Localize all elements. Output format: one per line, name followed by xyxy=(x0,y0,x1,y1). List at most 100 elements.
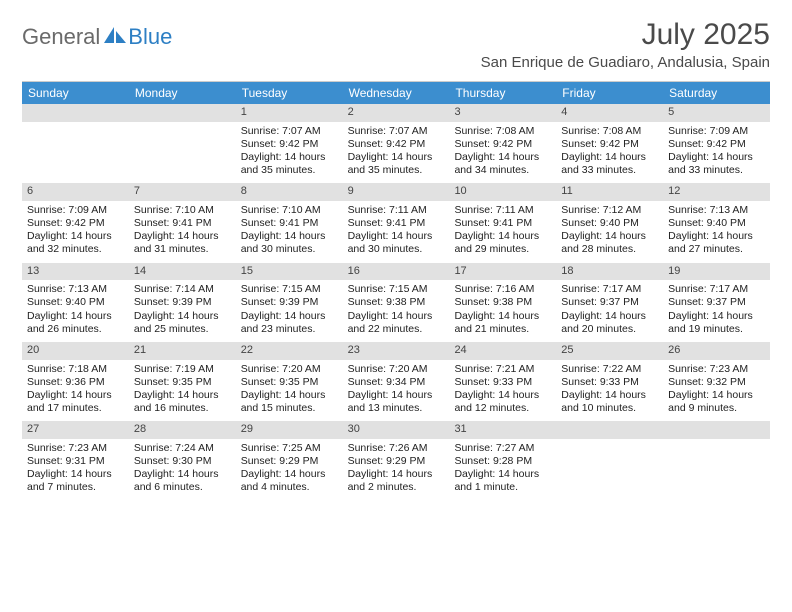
day-number xyxy=(129,104,236,122)
sunrise-text: Sunrise: 7:22 AM xyxy=(561,363,658,376)
sunrise-text: Sunrise: 7:23 AM xyxy=(27,442,124,455)
sunrise-text: Sunrise: 7:13 AM xyxy=(27,283,124,296)
sunrise-text: Sunrise: 7:23 AM xyxy=(668,363,765,376)
sunrise-text: Sunrise: 7:24 AM xyxy=(134,442,231,455)
day-number: 23 xyxy=(343,342,450,360)
daylight-text: Daylight: 14 hours and 16 minutes. xyxy=(134,389,231,415)
cell-body: Sunrise: 7:11 AMSunset: 9:41 PMDaylight:… xyxy=(343,201,450,263)
day-number: 11 xyxy=(556,183,663,201)
daylight-text: Daylight: 14 hours and 21 minutes. xyxy=(454,310,551,336)
day-number: 3 xyxy=(449,104,556,122)
calendar-cell: 15Sunrise: 7:15 AMSunset: 9:39 PMDayligh… xyxy=(236,263,343,342)
day-header-sun: Sunday xyxy=(22,82,129,104)
daylight-text: Daylight: 14 hours and 23 minutes. xyxy=(241,310,338,336)
daylight-text: Daylight: 14 hours and 19 minutes. xyxy=(668,310,765,336)
sunset-text: Sunset: 9:41 PM xyxy=(348,217,445,230)
cell-body: Sunrise: 7:23 AMSunset: 9:32 PMDaylight:… xyxy=(663,360,770,422)
day-number: 28 xyxy=(129,421,236,439)
sunset-text: Sunset: 9:42 PM xyxy=(561,138,658,151)
cell-body xyxy=(663,439,770,497)
sunrise-text: Sunrise: 7:10 AM xyxy=(241,204,338,217)
cell-body: Sunrise: 7:20 AMSunset: 9:34 PMDaylight:… xyxy=(343,360,450,422)
week-row: 20Sunrise: 7:18 AMSunset: 9:36 PMDayligh… xyxy=(22,342,770,421)
cell-body: Sunrise: 7:20 AMSunset: 9:35 PMDaylight:… xyxy=(236,360,343,422)
sunset-text: Sunset: 9:35 PM xyxy=(134,376,231,389)
cell-body: Sunrise: 7:18 AMSunset: 9:36 PMDaylight:… xyxy=(22,360,129,422)
daylight-text: Daylight: 14 hours and 35 minutes. xyxy=(241,151,338,177)
sunset-text: Sunset: 9:40 PM xyxy=(668,217,765,230)
cell-body: Sunrise: 7:14 AMSunset: 9:39 PMDaylight:… xyxy=(129,280,236,342)
cell-body: Sunrise: 7:10 AMSunset: 9:41 PMDaylight:… xyxy=(129,201,236,263)
calendar-cell: 28Sunrise: 7:24 AMSunset: 9:30 PMDayligh… xyxy=(129,421,236,500)
calendar-cell: 5Sunrise: 7:09 AMSunset: 9:42 PMDaylight… xyxy=(663,104,770,183)
sunrise-text: Sunrise: 7:08 AM xyxy=(561,125,658,138)
cell-body: Sunrise: 7:09 AMSunset: 9:42 PMDaylight:… xyxy=(663,122,770,184)
day-number: 25 xyxy=(556,342,663,360)
sunset-text: Sunset: 9:38 PM xyxy=(348,296,445,309)
day-number: 20 xyxy=(22,342,129,360)
calendar-cell: 20Sunrise: 7:18 AMSunset: 9:36 PMDayligh… xyxy=(22,342,129,421)
day-number: 26 xyxy=(663,342,770,360)
logo-sail-icon xyxy=(104,27,126,43)
sunset-text: Sunset: 9:37 PM xyxy=(668,296,765,309)
sunrise-text: Sunrise: 7:11 AM xyxy=(348,204,445,217)
sunset-text: Sunset: 9:35 PM xyxy=(241,376,338,389)
calendar-cell: 21Sunrise: 7:19 AMSunset: 9:35 PMDayligh… xyxy=(129,342,236,421)
sunset-text: Sunset: 9:41 PM xyxy=(134,217,231,230)
cell-body: Sunrise: 7:24 AMSunset: 9:30 PMDaylight:… xyxy=(129,439,236,501)
calendar-cell: 2Sunrise: 7:07 AMSunset: 9:42 PMDaylight… xyxy=(343,104,450,183)
daylight-text: Daylight: 14 hours and 30 minutes. xyxy=(241,230,338,256)
sunset-text: Sunset: 9:34 PM xyxy=(348,376,445,389)
sunrise-text: Sunrise: 7:27 AM xyxy=(454,442,551,455)
logo-text-blue: Blue xyxy=(128,24,172,50)
day-number xyxy=(22,104,129,122)
sunrise-text: Sunrise: 7:16 AM xyxy=(454,283,551,296)
day-number: 9 xyxy=(343,183,450,201)
daylight-text: Daylight: 14 hours and 17 minutes. xyxy=(27,389,124,415)
cell-body: Sunrise: 7:08 AMSunset: 9:42 PMDaylight:… xyxy=(556,122,663,184)
sunset-text: Sunset: 9:39 PM xyxy=(241,296,338,309)
calendar-cell: 24Sunrise: 7:21 AMSunset: 9:33 PMDayligh… xyxy=(449,342,556,421)
sunset-text: Sunset: 9:40 PM xyxy=(561,217,658,230)
calendar-cell: 9Sunrise: 7:11 AMSunset: 9:41 PMDaylight… xyxy=(343,183,450,262)
calendar-cell: 3Sunrise: 7:08 AMSunset: 9:42 PMDaylight… xyxy=(449,104,556,183)
daylight-text: Daylight: 14 hours and 20 minutes. xyxy=(561,310,658,336)
cell-body: Sunrise: 7:11 AMSunset: 9:41 PMDaylight:… xyxy=(449,201,556,263)
month-title: July 2025 xyxy=(481,18,770,52)
daylight-text: Daylight: 14 hours and 15 minutes. xyxy=(241,389,338,415)
location-text: San Enrique de Guadiaro, Andalusia, Spai… xyxy=(481,54,770,71)
day-number: 8 xyxy=(236,183,343,201)
daylight-text: Daylight: 14 hours and 7 minutes. xyxy=(27,468,124,494)
daylight-text: Daylight: 14 hours and 28 minutes. xyxy=(561,230,658,256)
calendar-cell: 27Sunrise: 7:23 AMSunset: 9:31 PMDayligh… xyxy=(22,421,129,500)
calendar-cell: 14Sunrise: 7:14 AMSunset: 9:39 PMDayligh… xyxy=(129,263,236,342)
day-number: 18 xyxy=(556,263,663,281)
calendar-cell: 19Sunrise: 7:17 AMSunset: 9:37 PMDayligh… xyxy=(663,263,770,342)
daylight-text: Daylight: 14 hours and 26 minutes. xyxy=(27,310,124,336)
day-number: 24 xyxy=(449,342,556,360)
day-number: 22 xyxy=(236,342,343,360)
sunrise-text: Sunrise: 7:26 AM xyxy=(348,442,445,455)
calendar-cell: 10Sunrise: 7:11 AMSunset: 9:41 PMDayligh… xyxy=(449,183,556,262)
day-header-sat: Saturday xyxy=(663,82,770,104)
calendar-cell: 12Sunrise: 7:13 AMSunset: 9:40 PMDayligh… xyxy=(663,183,770,262)
title-block: July 2025 San Enrique de Guadiaro, Andal… xyxy=(481,18,770,71)
sunrise-text: Sunrise: 7:11 AM xyxy=(454,204,551,217)
day-number: 12 xyxy=(663,183,770,201)
calendar-cell: 16Sunrise: 7:15 AMSunset: 9:38 PMDayligh… xyxy=(343,263,450,342)
cell-body: Sunrise: 7:09 AMSunset: 9:42 PMDaylight:… xyxy=(22,201,129,263)
sunrise-text: Sunrise: 7:07 AM xyxy=(348,125,445,138)
sunset-text: Sunset: 9:42 PM xyxy=(241,138,338,151)
daylight-text: Daylight: 14 hours and 31 minutes. xyxy=(134,230,231,256)
day-number: 7 xyxy=(129,183,236,201)
calendar-cell xyxy=(663,421,770,500)
day-number: 13 xyxy=(22,263,129,281)
sunset-text: Sunset: 9:32 PM xyxy=(668,376,765,389)
sunrise-text: Sunrise: 7:21 AM xyxy=(454,363,551,376)
week-row: 27Sunrise: 7:23 AMSunset: 9:31 PMDayligh… xyxy=(22,421,770,500)
cell-body xyxy=(22,122,129,180)
cell-body: Sunrise: 7:08 AMSunset: 9:42 PMDaylight:… xyxy=(449,122,556,184)
day-number: 16 xyxy=(343,263,450,281)
sunset-text: Sunset: 9:42 PM xyxy=(668,138,765,151)
sunrise-text: Sunrise: 7:12 AM xyxy=(561,204,658,217)
